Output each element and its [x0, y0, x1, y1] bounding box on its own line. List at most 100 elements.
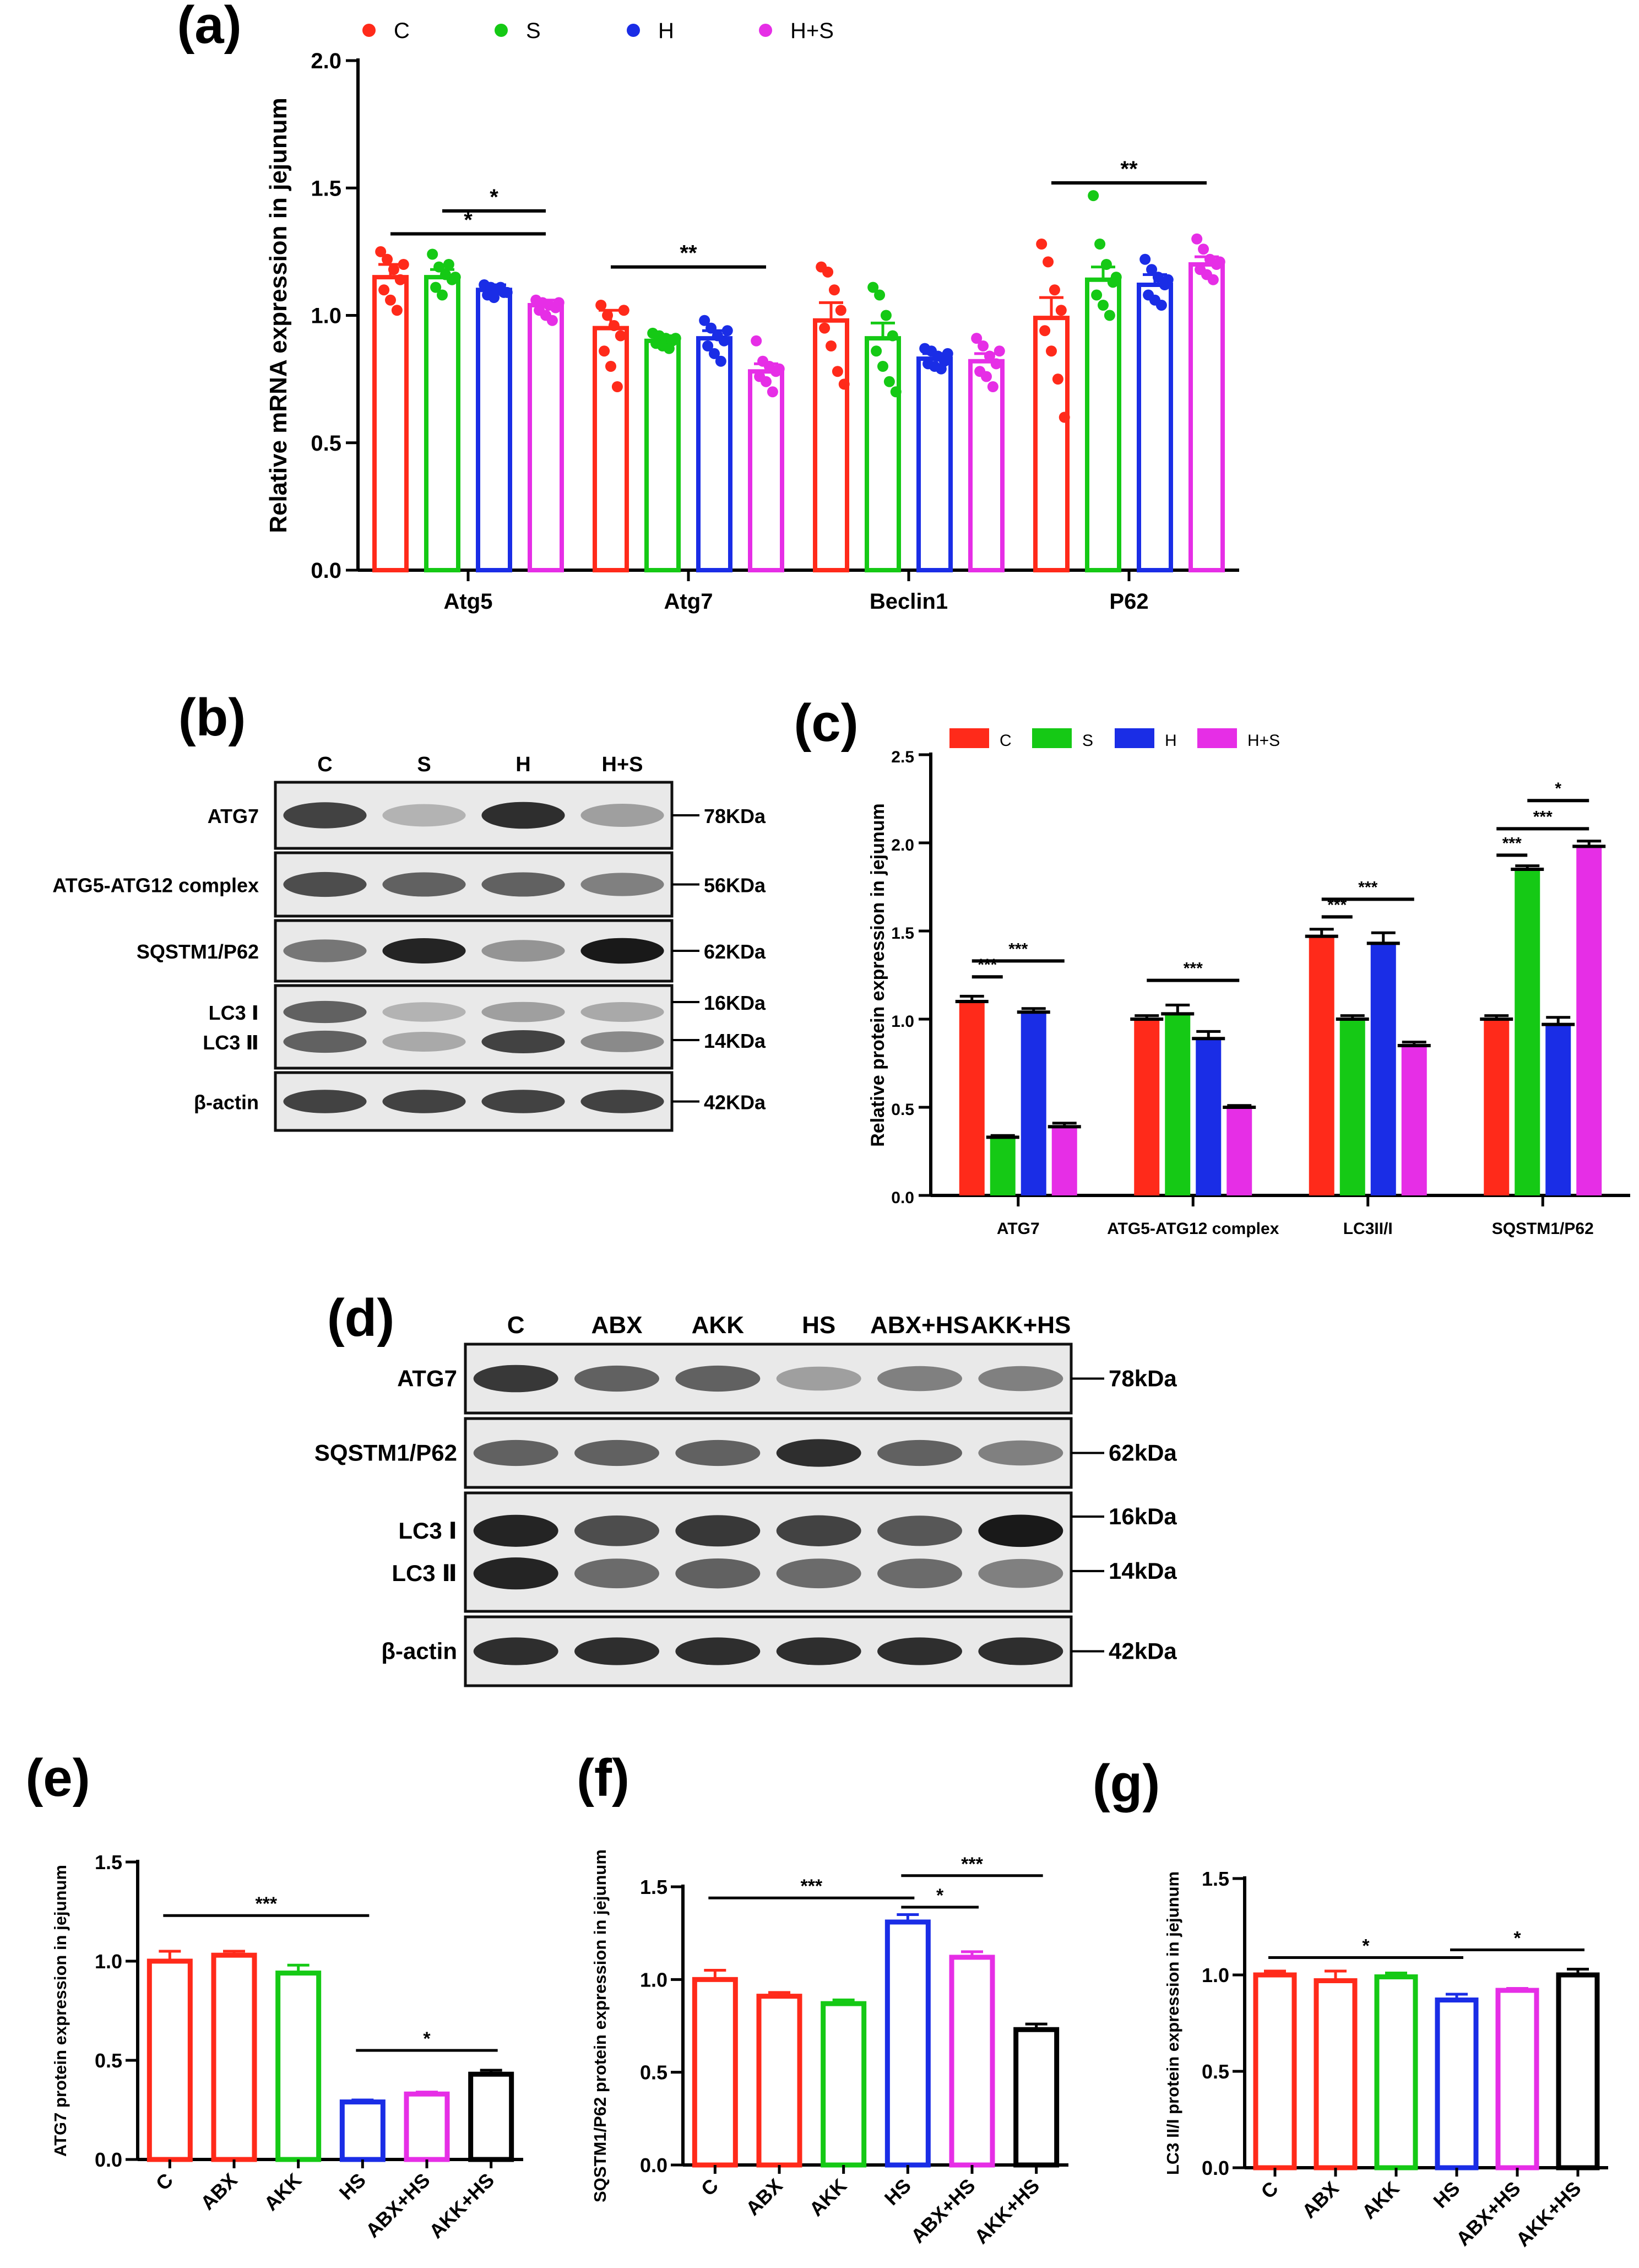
- data-point: [994, 345, 1005, 357]
- y-tick-label: 0.5: [640, 2061, 667, 2084]
- lane-label: HS: [802, 1312, 835, 1339]
- x-tick-label: ABX+HS: [361, 2169, 435, 2242]
- y-tick-label: 0.5: [891, 1101, 914, 1119]
- significance-label: *: [1513, 1928, 1521, 1949]
- row-label: ATG5-ATG12 complex: [52, 874, 259, 897]
- blot-band: [473, 1557, 558, 1590]
- chart-c: 0.0 0.5 1.0 1.5 2.0 2.5 Relative protein expre…: [867, 728, 1630, 1238]
- marker-label: 62kDa: [1109, 1440, 1177, 1466]
- bar: [424, 275, 460, 572]
- y-tick-label: 0.5: [311, 431, 341, 456]
- data-point: [602, 310, 614, 321]
- blot-panel: [464, 1491, 1073, 1613]
- blot-band: [283, 1030, 367, 1053]
- bar: [748, 369, 784, 572]
- x-tick-label: ATG7: [997, 1220, 1040, 1238]
- significance-label: *: [490, 185, 498, 209]
- blot-band: [877, 1439, 962, 1466]
- row-label: β-actin: [194, 1091, 259, 1114]
- y-tick-label: 0.5: [95, 2049, 122, 2072]
- significance-label: *: [936, 1885, 944, 1906]
- x-tick-label: C: [151, 2169, 177, 2195]
- x-tick-label: ABX: [1298, 2177, 1343, 2223]
- blot-band: [978, 1514, 1063, 1547]
- bar: [1137, 283, 1173, 572]
- y-tick-label: 2.0: [311, 49, 341, 73]
- blot-band: [580, 1090, 664, 1113]
- bar: [275, 1971, 322, 2162]
- blot-band: [877, 1558, 962, 1589]
- y-tick-label: 1.5: [891, 924, 914, 943]
- blot-band: [283, 1000, 367, 1024]
- panel-label-a: (a): [177, 0, 241, 55]
- data-point: [1152, 272, 1164, 283]
- bar: [1576, 846, 1602, 1195]
- data-point: [1139, 253, 1151, 265]
- row-label: LC3 Ⅰ: [209, 1002, 259, 1024]
- significance-label: *: [1555, 780, 1561, 798]
- data-point: [871, 345, 882, 357]
- lane-label: H: [515, 753, 530, 776]
- bar: [756, 1994, 802, 2168]
- blot-band: [382, 938, 466, 964]
- y-axis-label: SQSTM1/P62 protein expression in jejunum: [590, 1849, 610, 2202]
- panel-label-b: (b): [178, 688, 246, 747]
- bar: [1188, 262, 1225, 572]
- data-point: [883, 376, 895, 387]
- blot-band: [776, 1366, 861, 1391]
- legend-marker: [495, 24, 508, 37]
- bar: [990, 1137, 1016, 1195]
- bar: [1021, 1012, 1046, 1195]
- blot-band: [877, 1366, 962, 1392]
- y-tick-label: 2.0: [891, 836, 914, 854]
- bar: [211, 1952, 257, 2162]
- significance-label: ***: [961, 1854, 983, 1875]
- data-point: [670, 333, 681, 344]
- significance-label: **: [680, 241, 697, 266]
- y-tick-label: 1.0: [1202, 1964, 1229, 1986]
- bar: [1314, 1978, 1358, 2170]
- significance-label: ***: [1008, 940, 1028, 958]
- bar: [865, 336, 901, 572]
- blot-band: [675, 1558, 761, 1589]
- bar: [1134, 1019, 1160, 1195]
- bar: [1374, 1974, 1418, 2170]
- data-point: [1039, 325, 1051, 337]
- x-tick-label: ABX: [741, 2174, 787, 2220]
- blot-band: [574, 1439, 659, 1466]
- western-blot-d: C ABX AKK HS ABX+HS AKK+HS ATG7 78kDa SQSTM1/P62…: [314, 1312, 1177, 1687]
- x-tick-label: HS: [880, 2174, 915, 2210]
- blot-band: [978, 1558, 1063, 1588]
- data-point: [990, 358, 1002, 370]
- bar: [692, 1977, 738, 2168]
- data-point: [663, 343, 675, 354]
- x-tick-label: HS: [335, 2169, 370, 2204]
- panel-label-c: (c): [794, 694, 858, 753]
- y-tick-label: 1.5: [95, 1851, 122, 1874]
- data-point: [1146, 264, 1158, 275]
- data-point: [1155, 300, 1167, 311]
- x-tick-label: ABX+HS: [1452, 2177, 1525, 2250]
- panel-label-e: (e): [25, 1749, 90, 1807]
- y-tick-label: 0.0: [95, 2148, 122, 2171]
- data-point: [835, 305, 846, 316]
- data-point: [1059, 412, 1070, 423]
- blot-band: [574, 1515, 659, 1546]
- y-tick-label: 1.0: [95, 1950, 122, 1973]
- x-tick-label: ABX: [196, 2169, 242, 2215]
- blot-band: [675, 1515, 761, 1547]
- x-tick-label: C: [1256, 2177, 1282, 2203]
- data-point: [1052, 374, 1063, 385]
- data-point: [942, 348, 953, 359]
- significance-label: ***: [1533, 808, 1553, 826]
- data-point: [433, 261, 445, 273]
- blot-band: [675, 1365, 761, 1392]
- blot-band: [574, 1558, 659, 1589]
- lane-label: ABX: [591, 1312, 643, 1339]
- blot-band: [776, 1637, 861, 1665]
- legend-marker: [1197, 728, 1237, 748]
- chart-g: 0.0 0.5 1.0 1.5 LC3 II/I protein expression …: [1163, 1868, 1608, 2251]
- significance-label: ***: [1358, 878, 1377, 896]
- data-point: [890, 386, 902, 398]
- blot-band: [473, 1439, 558, 1466]
